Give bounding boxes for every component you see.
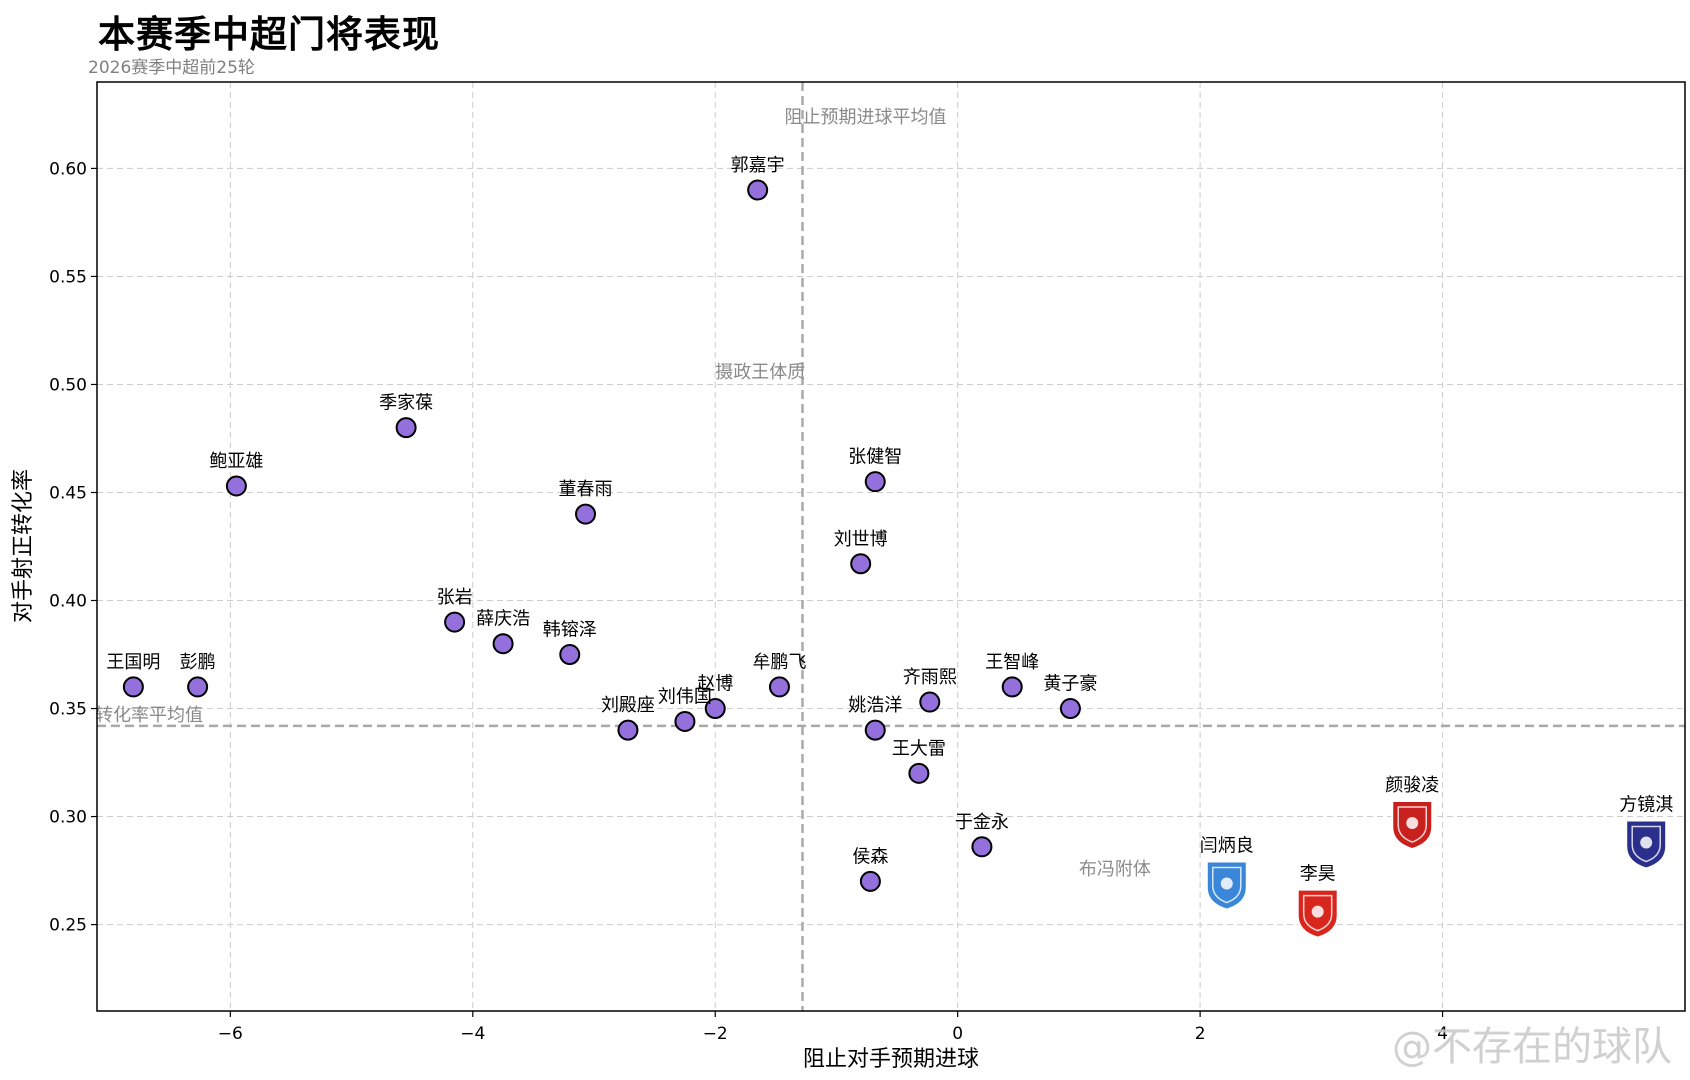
axis-ticks: −6 −4 −2 0 2 4 0.25 0.30 0.35 0.40 0.45 0.50 0.55 0.6… bbox=[49, 159, 1448, 1044]
player-label: 刘世博 bbox=[834, 529, 888, 550]
quadrant-label: 布冯附体 bbox=[1079, 859, 1151, 880]
player-point bbox=[187, 676, 209, 698]
player-point bbox=[850, 553, 872, 575]
player-label: 彭鹏 bbox=[180, 652, 216, 673]
player-label: 姚浩洋 bbox=[848, 695, 902, 716]
plot-frame bbox=[96, 81, 1686, 1012]
watermark: @不存在的球队 bbox=[1392, 1024, 1672, 1070]
player-label: 韩镕泽 bbox=[543, 620, 597, 641]
player-label: 王智峰 bbox=[985, 652, 1039, 673]
club-crest-icon bbox=[1391, 800, 1434, 851]
player-point bbox=[908, 762, 930, 784]
player-label: 闫炳良 bbox=[1200, 836, 1254, 857]
player-label: 侯森 bbox=[852, 846, 888, 867]
player-point bbox=[674, 710, 696, 732]
x-axis-label: 阻止对手预期进球 bbox=[803, 1047, 979, 1072]
player-label: 赵博 bbox=[697, 674, 733, 695]
y-average-label: 转化率平均值 bbox=[95, 705, 203, 726]
player-point bbox=[1001, 676, 1023, 698]
x-tick-label: −6 bbox=[218, 1024, 243, 1044]
quadrant-label: 摄政王体质 bbox=[715, 362, 805, 383]
club-crest-icon bbox=[1625, 819, 1668, 870]
y-axis-label: 对手射正转化率 bbox=[11, 469, 36, 623]
x-average-label: 阻止预期进球平均值 bbox=[785, 107, 947, 128]
crest-inner bbox=[1397, 806, 1428, 843]
y-tick-label: 0.35 bbox=[49, 700, 87, 720]
player-label: 牟鹏飞 bbox=[752, 652, 806, 673]
player-point bbox=[617, 719, 639, 741]
player-point bbox=[864, 719, 886, 741]
player-point bbox=[919, 691, 941, 713]
player-point bbox=[575, 503, 597, 525]
player-label: 董春雨 bbox=[559, 479, 613, 500]
y-tick-label: 0.30 bbox=[49, 808, 87, 828]
player-label: 刘殿座 bbox=[601, 695, 655, 716]
x-tick-label: −4 bbox=[460, 1024, 485, 1044]
y-tick-label: 0.60 bbox=[49, 159, 87, 179]
player-label: 于金永 bbox=[955, 812, 1009, 833]
y-tick-label: 0.25 bbox=[49, 916, 87, 936]
player-point bbox=[225, 475, 247, 497]
player-label: 王国明 bbox=[106, 652, 160, 673]
player-point bbox=[395, 417, 417, 439]
player-label: 颜骏凌 bbox=[1385, 775, 1439, 796]
player-point bbox=[768, 676, 790, 698]
player-label: 黄子豪 bbox=[1043, 674, 1097, 695]
player-label: 郭嘉宇 bbox=[731, 155, 785, 176]
player-point bbox=[444, 611, 466, 633]
player-label: 鲍亚雄 bbox=[209, 451, 263, 472]
y-tick-label: 0.40 bbox=[49, 592, 87, 612]
player-point bbox=[971, 836, 993, 858]
player-point bbox=[559, 644, 581, 666]
chart-subtitle: 2026赛季中超前25轮 bbox=[88, 58, 255, 78]
club-crest-icon bbox=[1205, 860, 1248, 911]
player-label: 张健智 bbox=[848, 447, 902, 468]
crest-emblem bbox=[1311, 905, 1324, 918]
club-crest-icon bbox=[1296, 888, 1339, 939]
player-point bbox=[492, 633, 514, 655]
player-label: 齐雨熙 bbox=[903, 667, 957, 688]
player-label: 王大雷 bbox=[892, 738, 946, 759]
player-point bbox=[704, 698, 726, 720]
x-tick-label: 4 bbox=[1437, 1024, 1448, 1044]
crest-inner bbox=[1631, 825, 1661, 863]
x-tick-label: 2 bbox=[1195, 1024, 1206, 1044]
x-tick-label: −2 bbox=[703, 1024, 728, 1044]
player-point bbox=[1059, 698, 1081, 720]
player-label: 季家葆 bbox=[379, 393, 433, 414]
player-point bbox=[122, 676, 144, 698]
player-label: 张岩 bbox=[437, 587, 473, 608]
crest-inner bbox=[1302, 894, 1333, 932]
player-label: 李昊 bbox=[1300, 864, 1336, 885]
player-label: 薛庆浩 bbox=[476, 609, 530, 630]
crest-inner bbox=[1212, 866, 1242, 904]
crest-emblem bbox=[1406, 817, 1419, 830]
crest-emblem bbox=[1220, 877, 1233, 890]
crest-emblem bbox=[1640, 836, 1653, 849]
player-label: 刘伟国 bbox=[658, 686, 712, 707]
player-point bbox=[747, 179, 769, 201]
player-label: 方镜淇 bbox=[1619, 794, 1673, 815]
player-point bbox=[859, 870, 881, 892]
y-tick-label: 0.50 bbox=[49, 375, 87, 395]
player-point bbox=[864, 471, 886, 493]
grid-layer bbox=[97, 82, 1685, 1011]
chart-title: 本赛季中超门将表现 bbox=[98, 13, 440, 56]
y-tick-label: 0.55 bbox=[49, 267, 87, 287]
x-tick-label: 0 bbox=[952, 1024, 963, 1044]
y-tick-label: 0.45 bbox=[49, 483, 87, 503]
